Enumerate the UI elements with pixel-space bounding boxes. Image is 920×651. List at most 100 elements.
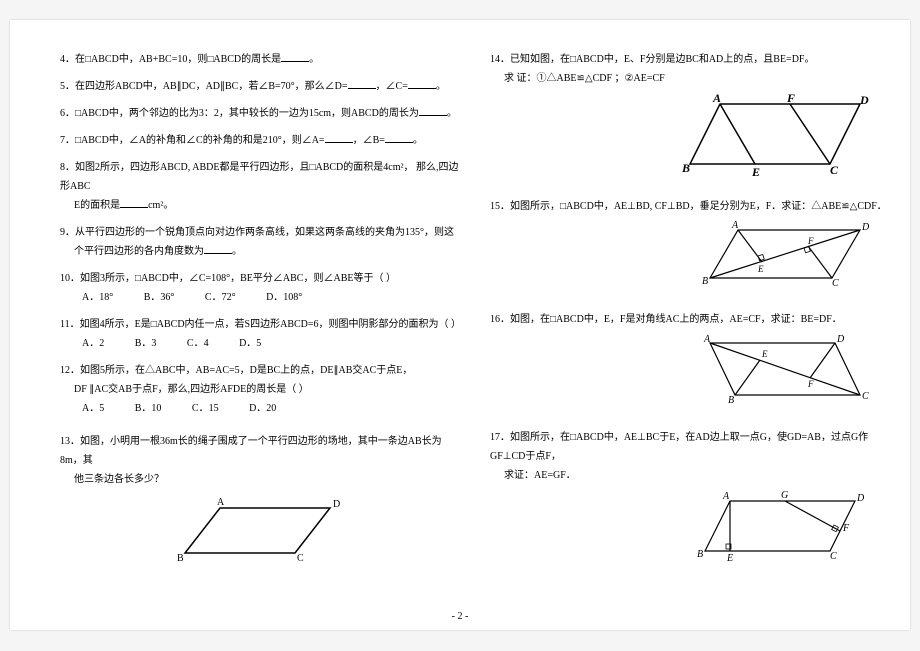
- label-a: A: [703, 334, 711, 345]
- question-5: 5．在四边形ABCD中，AB∥DC，AD∥BC，若∠B=70°，那么∠D=，∠C…: [60, 77, 460, 96]
- question-14: 14．已知如图，在□ABCD中，E、F分别是边BC和AD上的点，且BE=DF。 …: [490, 50, 890, 189]
- q6-text-a: 6．□ABCD中，两个邻边的比为3：2，其中较长的一边为15cm，则ABCD的周…: [60, 108, 419, 119]
- label-b: B: [702, 276, 708, 287]
- page-number: - 2 -: [10, 611, 910, 622]
- q7-text-b: ，∠B=: [353, 135, 385, 146]
- figure-17: A G D B E C F: [490, 489, 890, 576]
- parallelogram-ef-icon: A F D B E C: [680, 92, 870, 182]
- question-16: 16．如图，在□ABCD中，E，F是对角线AC上的两点，AE=CF，求证：BE=…: [490, 310, 890, 420]
- q7-text-a: 7．□ABCD中，∠A的补角和∠C的补角的和是210°，则∠A=: [60, 135, 325, 146]
- label-e: E: [751, 165, 760, 179]
- q11-options: A．2 B．3 C．4 D．5: [60, 334, 460, 353]
- label-g: G: [781, 490, 788, 501]
- opt-a: A．5: [82, 399, 104, 418]
- figure-14: A F D B E C: [490, 92, 890, 189]
- opt-b: B．36°: [144, 288, 175, 307]
- q5-text-b: ，∠C=: [376, 81, 408, 92]
- q8-text-b: E的面积是: [60, 200, 120, 211]
- opt-d: D．5: [239, 334, 261, 353]
- q10-options: A．18° B．36° C．72° D．108°: [60, 288, 460, 307]
- label-f: F: [842, 523, 850, 534]
- parallelogram-gf-icon: A G D B E C F: [695, 489, 870, 569]
- blank: [348, 79, 376, 89]
- blank: [408, 79, 436, 89]
- q12-options: A．5 B．10 C．15 D．20: [60, 399, 460, 418]
- label-c: C: [832, 278, 839, 289]
- opt-b: B．3: [135, 334, 157, 353]
- parallelogram-icon: A D B C: [170, 493, 350, 573]
- blank: [281, 52, 309, 62]
- opt-b: B．10: [135, 399, 162, 418]
- opt-a: A．18°: [82, 288, 113, 307]
- q12-text-a: 12．如图5所示，在△ABC中，AB=AC=5，D是BC上的点，DE∥AB交AC…: [60, 365, 412, 376]
- q12-text-b: DF ∥AC交AB于点F，那么,四边形AFDE的周长是（ ）: [60, 384, 309, 395]
- label-d: D: [856, 493, 865, 504]
- figure-15: A D B C E F: [490, 220, 890, 302]
- question-4: 4．在□ABCD中，AB+BC=10，则□ABCD的周长是 。: [60, 50, 460, 69]
- q14-text-b: 求 证：①△ABE≌△CDF ；②AE=CF: [490, 73, 665, 84]
- q4-end: 。: [309, 54, 319, 65]
- label-f: F: [786, 92, 795, 105]
- question-12: 12．如图5所示，在△ABC中，AB=AC=5，D是BC上的点，DE∥AB交AC…: [60, 361, 460, 418]
- label-a: A: [722, 491, 730, 502]
- figure-13: A D B C: [60, 493, 460, 580]
- question-10: 10．如图3所示，□ABCD中，∠C=108°，BE平分∠ABC，则∠ABE等于…: [60, 269, 460, 307]
- label-d: D: [859, 93, 869, 107]
- opt-d: D．108°: [266, 288, 302, 307]
- question-8: 8．如图2所示，四边形ABCD, ABDE都是平行四边形，且□ABCD的面积是4…: [60, 158, 460, 215]
- label-a: A: [712, 92, 721, 105]
- q9-text-c: 。: [232, 246, 242, 257]
- question-15: 15．如图所示，□ABCD中，AE⊥BD, CF⊥BD，垂足分别为E，F．求证：…: [490, 197, 890, 302]
- label-e: E: [726, 553, 733, 564]
- page: 4．在□ABCD中，AB+BC=10，则□ABCD的周长是。 5．在四边形ABC…: [10, 20, 910, 630]
- q13-text-b: 他三条边各长多少？: [60, 474, 164, 485]
- label-a: A: [217, 497, 225, 508]
- blank: [385, 133, 413, 143]
- q9-text-b: 个平行四边形的各内角度数为: [60, 246, 204, 257]
- question-13: 13．如图，小明用一根36m长的绳子围成了一个平行四边形的场地，其中一条边AB长…: [60, 432, 460, 580]
- label-d: D: [333, 499, 340, 510]
- label-b: B: [681, 161, 690, 175]
- opt-c: C．15: [192, 399, 219, 418]
- label-c: C: [830, 163, 839, 177]
- opt-a: A．2: [82, 334, 104, 353]
- label-e: E: [757, 264, 764, 274]
- q14-text-a: 14．已知如图，在□ABCD中，E、F分别是边BC和AD上的点，且BE=DF。: [490, 54, 814, 65]
- blank: [120, 198, 148, 208]
- question-17: 17．如图所示，在□ABCD中，AE⊥BC于E，在AD边上取一点G，使GD=AB…: [490, 428, 890, 576]
- q10-text: 10．如图3所示，□ABCD中，∠C=108°，BE平分∠ABC，则∠ABE等于…: [60, 273, 396, 284]
- opt-d: D．20: [249, 399, 276, 418]
- question-7: 7．□ABCD中，∠A的补角和∠C的补角的和是210°，则∠A= ，∠B= 。: [60, 131, 460, 150]
- q17-text-b: 求证：AE=GF．: [490, 470, 576, 481]
- q4-text: 4．在□ABCD中，AB+BC=10，则□ABCD的周长是: [60, 54, 281, 65]
- blank: [204, 244, 232, 254]
- label-b: B: [697, 549, 703, 560]
- label-a: A: [731, 220, 739, 231]
- label-e: E: [761, 349, 768, 359]
- q5-text-c: 。: [436, 81, 446, 92]
- label-d: D: [836, 334, 845, 345]
- opt-c: C．4: [187, 334, 209, 353]
- opt-c: C．72°: [205, 288, 236, 307]
- left-column: 4．在□ABCD中，AB+BC=10，则□ABCD的周长是。 5．在四边形ABC…: [60, 50, 460, 588]
- q7-text-c: 。: [413, 135, 423, 146]
- label-d: D: [861, 222, 870, 233]
- q9-text-a: 9．从平行四边形的一个锐角顶点向对边作两条高线，如果这两条高线的夹角为135°，…: [60, 227, 454, 238]
- label-b: B: [728, 395, 734, 406]
- label-c: C: [862, 391, 869, 402]
- q8-text-a: 8．如图2所示，四边形ABCD, ABDE都是平行四边形，且□ABCD的面积是4…: [60, 162, 459, 192]
- figure-16: A D B C E F: [490, 333, 890, 420]
- q11-text: 11．如图4所示，E是□ABCD内任一点，若S四边形ABCD=6，则图中阴影部分…: [60, 319, 461, 330]
- q17-text-a: 17．如图所示，在□ABCD中，AE⊥BC于E，在AD边上取一点G，使GD=AB…: [490, 432, 868, 462]
- question-11: 11．如图4所示，E是□ABCD内任一点，若S四边形ABCD=6，则图中阴影部分…: [60, 315, 460, 353]
- q6-text-b: 。: [447, 108, 457, 119]
- label-c: C: [830, 551, 837, 562]
- label-c: C: [297, 553, 304, 564]
- q13-text-a: 13．如图，小明用一根36m长的绳子围成了一个平行四边形的场地，其中一条边AB长…: [60, 436, 442, 466]
- q8-text-c: cm²。: [148, 200, 173, 211]
- blank: [325, 133, 353, 143]
- parallelogram-ac-icon: A D B C E F: [690, 333, 870, 413]
- label-b: B: [177, 553, 184, 564]
- right-column: 14．已知如图，在□ABCD中，E、F分别是边BC和AD上的点，且BE=DF。 …: [490, 50, 890, 584]
- blank: [419, 106, 447, 116]
